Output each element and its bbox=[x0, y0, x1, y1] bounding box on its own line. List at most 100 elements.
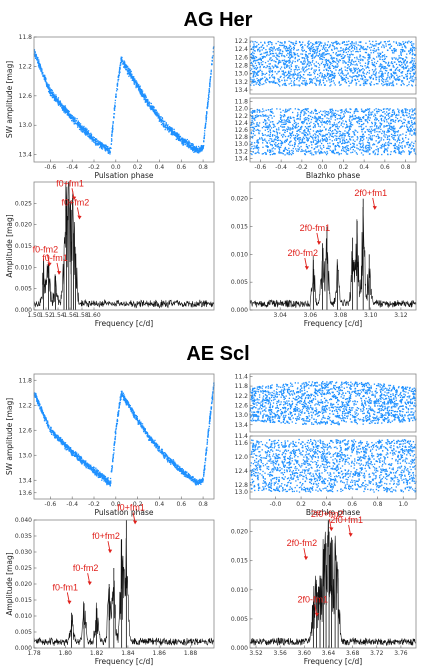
data-point bbox=[325, 75, 327, 78]
data-point bbox=[145, 431, 147, 433]
data-point bbox=[363, 69, 365, 71]
data-point bbox=[410, 75, 412, 77]
data-point bbox=[270, 41, 272, 44]
data-point bbox=[332, 57, 334, 59]
data-point bbox=[118, 70, 121, 72]
data-point bbox=[125, 67, 127, 69]
data-point bbox=[389, 47, 391, 50]
data-point bbox=[76, 458, 79, 460]
data-point bbox=[399, 75, 401, 78]
data-point bbox=[402, 43, 405, 46]
data-point bbox=[378, 42, 381, 45]
data-point bbox=[284, 75, 286, 77]
data-point bbox=[127, 403, 129, 405]
x-tick-label: -0.4 bbox=[66, 164, 78, 171]
data-point bbox=[294, 56, 297, 59]
data-point bbox=[410, 62, 412, 64]
data-point bbox=[146, 102, 149, 105]
data-point bbox=[119, 71, 121, 73]
data-point bbox=[162, 124, 164, 127]
data-point bbox=[306, 46, 309, 48]
data-point bbox=[82, 127, 84, 130]
data-point bbox=[84, 460, 86, 463]
data-point bbox=[207, 94, 210, 96]
data-point bbox=[254, 60, 256, 62]
data-point bbox=[354, 45, 356, 48]
data-point bbox=[91, 140, 93, 142]
data-point bbox=[383, 58, 385, 61]
data-point bbox=[132, 411, 134, 413]
data-point bbox=[394, 78, 397, 80]
data-point bbox=[408, 83, 410, 86]
data-point bbox=[336, 48, 338, 50]
data-point bbox=[156, 444, 159, 446]
data-point bbox=[280, 75, 282, 78]
data-point bbox=[414, 67, 417, 69]
data-point bbox=[77, 453, 80, 455]
data-point bbox=[209, 413, 212, 415]
data-point bbox=[114, 441, 116, 443]
data-point bbox=[276, 65, 278, 67]
data-point bbox=[93, 141, 95, 143]
data-point bbox=[351, 79, 353, 81]
data-point bbox=[114, 433, 117, 435]
data-point bbox=[80, 455, 82, 458]
data-point bbox=[356, 71, 359, 73]
data-point bbox=[129, 408, 132, 411]
data-point bbox=[286, 60, 288, 62]
data-point bbox=[340, 83, 342, 86]
data-point bbox=[325, 68, 327, 70]
data-point bbox=[375, 49, 378, 51]
data-point bbox=[284, 56, 286, 58]
data-point bbox=[329, 45, 331, 47]
data-point bbox=[344, 61, 346, 63]
data-point bbox=[93, 467, 95, 469]
data-point bbox=[293, 46, 295, 48]
data-point bbox=[281, 73, 284, 75]
data-point bbox=[140, 425, 142, 428]
data-point bbox=[405, 75, 407, 78]
data-point bbox=[256, 45, 258, 47]
data-point bbox=[176, 136, 178, 138]
data-point bbox=[377, 47, 379, 49]
data-point bbox=[114, 102, 116, 104]
data-point bbox=[332, 76, 334, 78]
data-point bbox=[73, 123, 76, 125]
data-point bbox=[106, 483, 108, 486]
data-point bbox=[340, 75, 342, 78]
data-point bbox=[321, 42, 323, 44]
data-point bbox=[45, 417, 47, 420]
data-point bbox=[188, 477, 190, 479]
data-point bbox=[288, 72, 290, 75]
data-point bbox=[273, 76, 275, 78]
data-point bbox=[74, 452, 77, 454]
data-point bbox=[102, 146, 104, 148]
data-point bbox=[358, 70, 361, 72]
data-point bbox=[59, 102, 62, 104]
data-point bbox=[111, 465, 113, 468]
data-point bbox=[303, 71, 306, 73]
data-point bbox=[384, 61, 386, 63]
data-point bbox=[253, 71, 255, 73]
data-point bbox=[63, 105, 66, 108]
data-point bbox=[267, 66, 269, 68]
data-point bbox=[405, 47, 407, 49]
data-point bbox=[121, 391, 123, 393]
data-point bbox=[132, 77, 135, 79]
data-point bbox=[207, 432, 209, 434]
data-point bbox=[263, 56, 266, 58]
data-point bbox=[95, 470, 98, 472]
data-point bbox=[203, 475, 205, 477]
data-point bbox=[198, 151, 200, 153]
data-point bbox=[71, 117, 73, 119]
data-point bbox=[346, 67, 348, 69]
data-point bbox=[107, 151, 109, 154]
data-point bbox=[256, 66, 259, 69]
data-point bbox=[302, 77, 304, 79]
data-point bbox=[374, 73, 377, 75]
data-point bbox=[152, 106, 154, 108]
data-point bbox=[278, 52, 281, 54]
data-point bbox=[95, 144, 97, 146]
data-point bbox=[276, 48, 278, 50]
